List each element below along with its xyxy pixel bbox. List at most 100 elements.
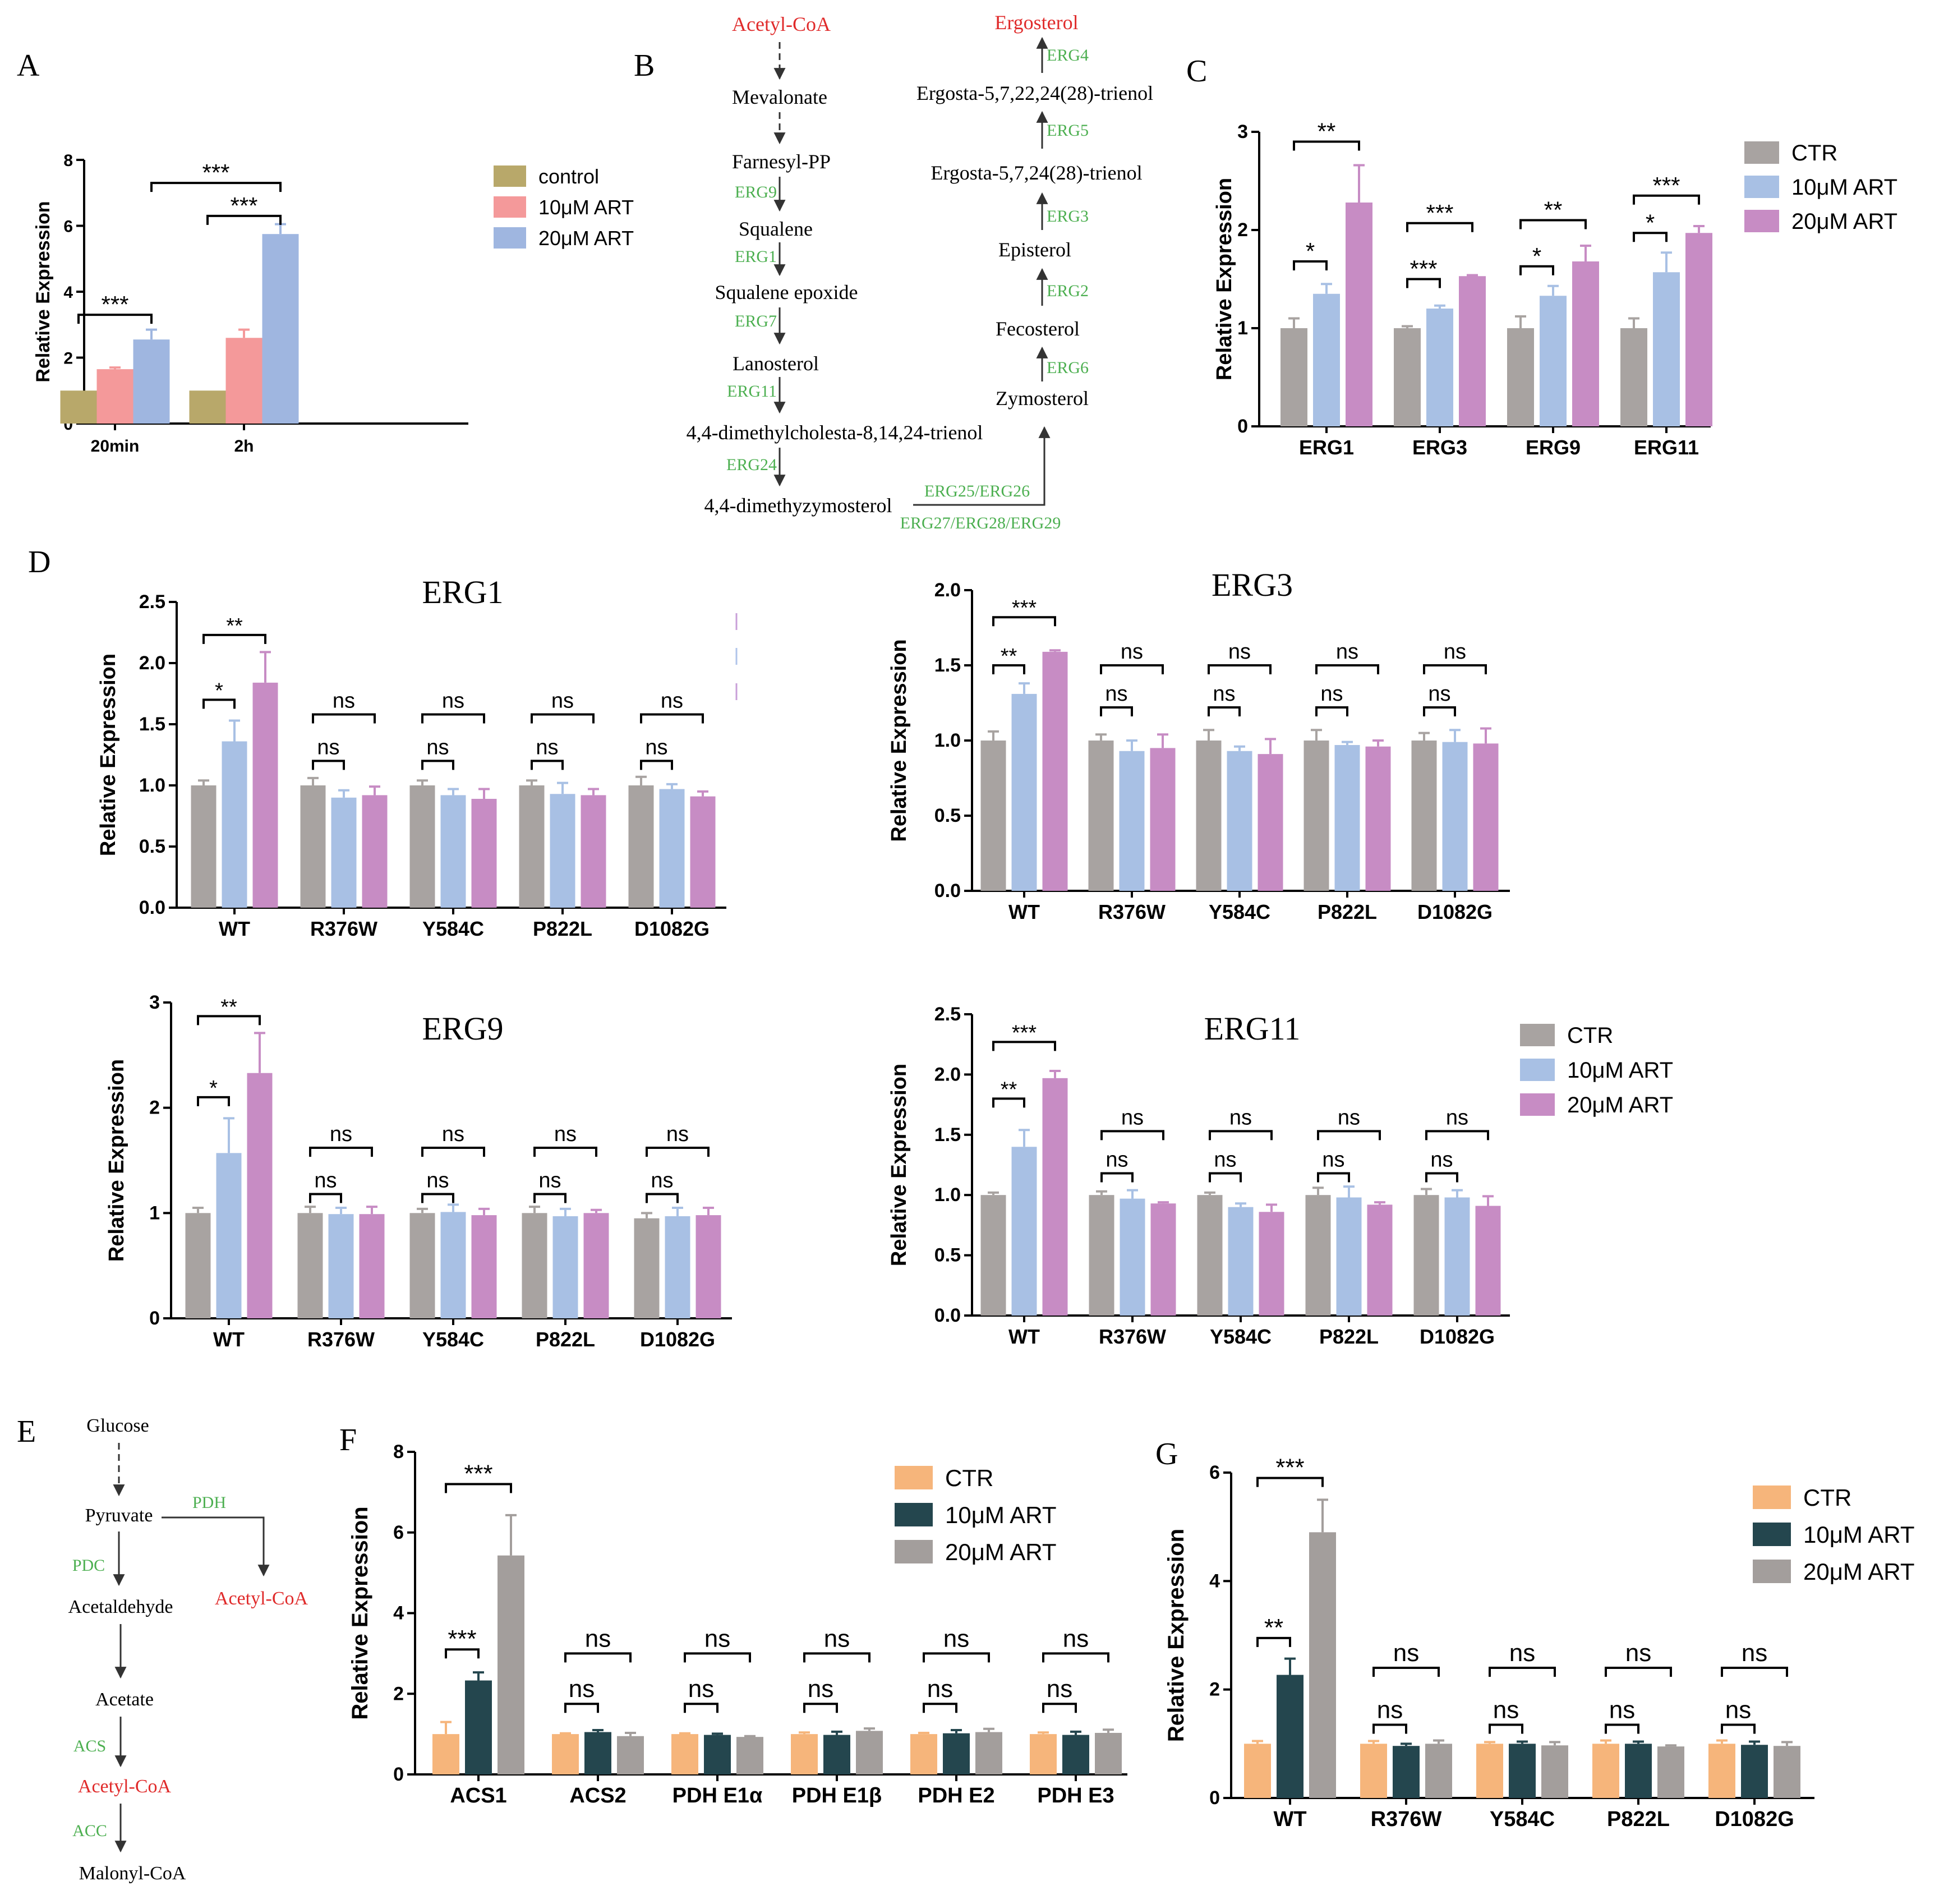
bar bbox=[1685, 233, 1712, 426]
significance-bracket bbox=[1208, 664, 1272, 674]
significance-label: ** bbox=[1001, 1078, 1017, 1101]
y-tick-label: 0 bbox=[1209, 1787, 1220, 1809]
y-axis-label: Relative Expression bbox=[887, 1064, 911, 1266]
significance-label: *** bbox=[1012, 596, 1037, 620]
enzyme-label: ERG9 bbox=[735, 183, 777, 201]
legend-label: 20μM ART bbox=[1803, 1558, 1915, 1585]
bar bbox=[1313, 293, 1340, 426]
y-axis-label: Relative Expression bbox=[1164, 1529, 1189, 1742]
significance-label: * bbox=[209, 1077, 218, 1100]
significance-bracket bbox=[197, 1015, 261, 1025]
significance-label: ns bbox=[330, 1123, 352, 1146]
significance-bracket bbox=[684, 1703, 718, 1713]
bar bbox=[409, 785, 435, 908]
significance-label: ns bbox=[317, 735, 339, 759]
bar bbox=[191, 785, 217, 908]
significance-bracket bbox=[421, 1146, 485, 1157]
legend-label: CTR bbox=[1567, 1023, 1613, 1048]
legend-a: control 10μM ART 20μM ART bbox=[494, 165, 634, 250]
significance-label: * bbox=[215, 679, 223, 702]
significance-bracket bbox=[1100, 1130, 1164, 1140]
enzyme-label: ERG11 bbox=[727, 382, 777, 401]
bar bbox=[550, 794, 575, 908]
bar bbox=[1774, 1746, 1800, 1798]
bar bbox=[471, 798, 497, 908]
significance-label: *** bbox=[464, 1460, 492, 1488]
significance-label: ns bbox=[536, 735, 558, 759]
enzyme-label: ERG27/ERG28/ERG29 bbox=[900, 514, 1061, 532]
significance-bracket bbox=[1209, 1130, 1273, 1140]
significance-bracket bbox=[564, 1703, 599, 1713]
y-tick-label: 1.5 bbox=[934, 655, 961, 676]
bar bbox=[465, 1680, 492, 1774]
pathway-node: Glucose bbox=[86, 1415, 149, 1436]
bar bbox=[432, 1734, 459, 1774]
bar bbox=[252, 682, 278, 908]
y-tick-label: 2 bbox=[1237, 219, 1248, 241]
significance-label: *** bbox=[1012, 1021, 1037, 1045]
significance-bracket bbox=[684, 1652, 751, 1663]
chart-f: 0 2 4 6 8 Relative Expression ACS1 ACS2 PDH E1α P… bbox=[348, 1441, 1127, 1808]
enzyme-label: ERG3 bbox=[1047, 207, 1089, 226]
bar bbox=[1042, 1078, 1068, 1316]
x-tick-label: 2h bbox=[234, 437, 254, 456]
significance-label: ns bbox=[927, 1675, 953, 1703]
significance-label: ns bbox=[1047, 1675, 1072, 1703]
y-tick-label: 0.0 bbox=[934, 1305, 961, 1326]
x-tick-label: D1082G bbox=[634, 917, 710, 940]
pathway-node: Acetyl-CoA bbox=[78, 1776, 172, 1797]
x-tick-label: WT bbox=[1008, 1325, 1040, 1348]
bar bbox=[1305, 1195, 1331, 1316]
bar bbox=[189, 390, 226, 424]
significance-label: ns bbox=[333, 689, 355, 713]
significance-label: ** bbox=[220, 995, 237, 1019]
bar bbox=[1360, 1744, 1387, 1798]
significance-bracket bbox=[150, 182, 282, 192]
significance-label: ns bbox=[442, 689, 464, 713]
pathway-node: Episterol bbox=[998, 238, 1071, 261]
significance-bracket bbox=[1406, 278, 1441, 288]
bar bbox=[1259, 1212, 1284, 1316]
significance-label: ns bbox=[585, 1625, 611, 1652]
panel-letter-c: C bbox=[1186, 54, 1207, 89]
bar bbox=[1346, 203, 1372, 426]
chart-d-erg9: 0 1 2 3 Relative Expression ERG9 WT R376W Y584C P… bbox=[105, 992, 732, 1351]
significance-bracket bbox=[992, 1041, 1056, 1051]
significance-label: ns bbox=[808, 1675, 833, 1703]
pathway-node: Fecosterol bbox=[996, 318, 1080, 340]
legend-swatch bbox=[895, 1540, 933, 1563]
significance-bracket bbox=[1100, 1172, 1134, 1183]
significance-bracket bbox=[1519, 265, 1554, 275]
panel-letter-b: B bbox=[634, 48, 655, 83]
bar bbox=[1150, 748, 1176, 891]
enzyme-label: ERG25/ERG26 bbox=[924, 482, 1030, 500]
bar bbox=[1572, 261, 1599, 426]
bar bbox=[1509, 1744, 1536, 1798]
significance-bracket bbox=[1315, 664, 1379, 674]
bar bbox=[1228, 1207, 1254, 1316]
bar bbox=[1473, 743, 1499, 891]
x-tick-label: R376W bbox=[307, 1328, 375, 1351]
bar bbox=[628, 785, 654, 908]
significance-bracket bbox=[923, 1703, 957, 1713]
significance-label: ns bbox=[1121, 1106, 1144, 1129]
pathway-node: Squalene bbox=[739, 218, 813, 240]
legend-label: 20μM ART bbox=[945, 1539, 1057, 1565]
significance-label: ns bbox=[645, 735, 667, 759]
pathway-node: Zymosterol bbox=[996, 387, 1089, 410]
legend-swatch bbox=[1753, 1560, 1791, 1583]
legend-label: control bbox=[538, 165, 599, 188]
y-tick-label: 4 bbox=[393, 1603, 404, 1624]
y-tick-label: 6 bbox=[1209, 1462, 1220, 1483]
pathway-node: 4,4-dimethylcholesta-8,14,24-trienol bbox=[687, 421, 983, 444]
bar bbox=[1394, 328, 1421, 426]
x-tick-label: D1082G bbox=[640, 1328, 715, 1351]
y-tick-label: 2 bbox=[149, 1097, 160, 1119]
pathway-node: Lanosterol bbox=[733, 352, 819, 375]
pathway-node: Squalene epoxide bbox=[715, 281, 858, 303]
legend-swatch bbox=[1753, 1486, 1791, 1509]
y-tick-label: 1 bbox=[1237, 318, 1248, 339]
significance-label: ns bbox=[688, 1675, 714, 1703]
bar bbox=[331, 797, 357, 908]
bar bbox=[409, 1213, 435, 1318]
